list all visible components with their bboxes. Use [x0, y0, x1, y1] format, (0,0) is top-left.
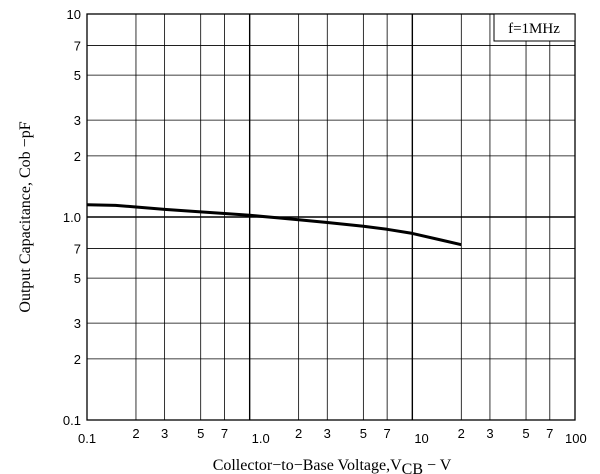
y-axis-title: Output Capacitance, Cob −pF [17, 121, 34, 312]
x-tick-label: 3 [486, 426, 493, 441]
x-tick-label: 100 [565, 431, 587, 446]
x-tick-label: 2 [132, 426, 139, 441]
x-tick-label: 5 [197, 426, 204, 441]
plot-frame [86, 13, 576, 421]
data-series [86, 203, 462, 247]
x-tick-label: 1.0 [252, 431, 270, 446]
y-tick-label: 5 [74, 271, 81, 286]
x-tick-label: 2 [295, 426, 302, 441]
y-tick-label: 3 [74, 113, 81, 128]
x-tick-label: 5 [360, 426, 367, 441]
x-tick-label: 7 [221, 426, 228, 441]
x-tick-label: 7 [546, 426, 553, 441]
y-tick-label: 5 [74, 68, 81, 83]
y-tick-label: 2 [74, 149, 81, 164]
x-tick-label: 5 [522, 426, 529, 441]
annotation-box [493, 13, 576, 42]
y-tick-label: 0.1 [63, 413, 81, 428]
y-tick-label: 10 [67, 7, 81, 22]
y-tick-label: 7 [74, 241, 81, 256]
annotation-frequency: f=1MHz [508, 21, 560, 37]
capacitance-curve [86, 203, 462, 247]
y-tick-labels: 0.1 2 3 5 7 1.0 2 3 5 7 10 [63, 7, 81, 428]
grid-lines [87, 14, 575, 420]
x-axis-title: Collector−to−Base Voltage,VCB − V [213, 457, 452, 474]
x-tick-label: 3 [161, 426, 168, 441]
x-tick-label: 0.1 [78, 431, 96, 446]
x-tick-label: 7 [384, 426, 391, 441]
y-tick-label: 2 [74, 352, 81, 367]
x-tick-label: 10 [414, 431, 428, 446]
y-tick-label: 1.0 [63, 210, 81, 225]
y-tick-label: 3 [74, 316, 81, 331]
x-tick-labels: 0.1 2 3 5 7 1.0 2 3 5 7 10 2 3 5 7 100 [78, 426, 587, 446]
x-tick-label: 2 [458, 426, 465, 441]
y-tick-label: 7 [74, 38, 81, 53]
x-tick-label: 3 [324, 426, 331, 441]
